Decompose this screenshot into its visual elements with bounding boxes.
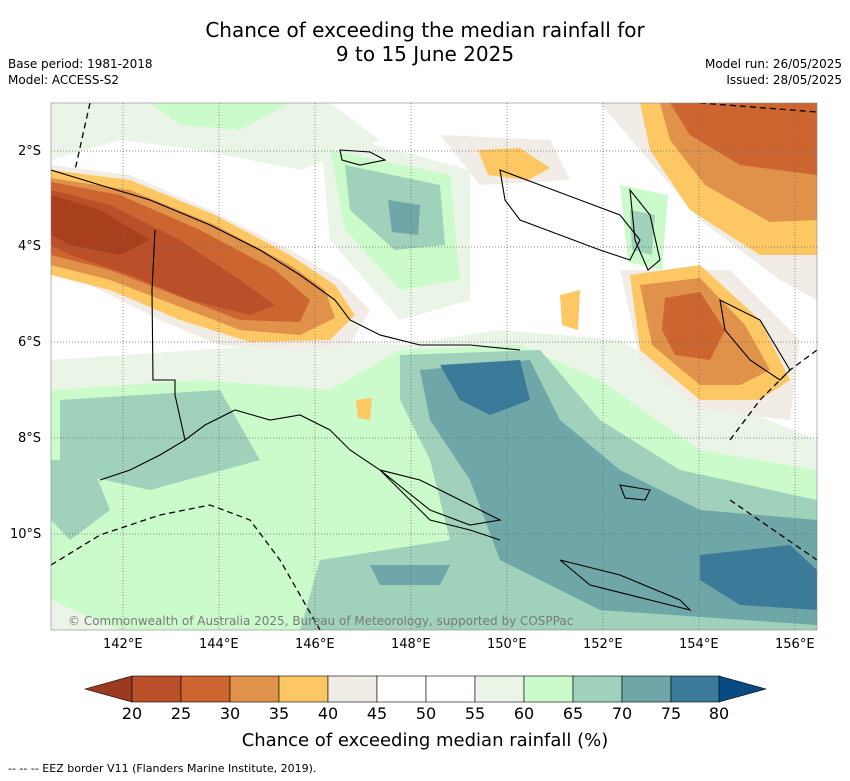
colorbar-tick-label: 30 — [219, 704, 241, 723]
colorbar-tick-label: 45 — [366, 704, 388, 723]
zone-35-north — [478, 148, 550, 180]
colorbar-cell — [278, 675, 329, 703]
colorbar-cell — [523, 675, 574, 703]
colorbar-cells — [131, 675, 721, 703]
colorbar-tick-label: 75 — [660, 704, 682, 723]
colorbar-tick-label: 40 — [317, 704, 339, 723]
colorbar-cell — [474, 675, 525, 703]
lon-label: 154°E — [679, 637, 719, 652]
gridlines — [51, 103, 817, 630]
lat-label: 8°S — [18, 431, 42, 446]
lat-label: 2°S — [18, 144, 42, 159]
bougainville — [719, 299, 791, 381]
new-guinea-north-coast — [51, 169, 521, 351]
colorbar-cell — [180, 675, 231, 703]
zone-75-north — [388, 200, 420, 235]
model-run: Model run: 26/05/2025 — [704, 57, 842, 71]
zone-60-nw — [51, 103, 380, 170]
south-islands — [379, 469, 502, 526]
colorbar-tick-label: 80 — [708, 704, 730, 723]
colorbar-high-extension — [718, 675, 768, 703]
new-britain — [499, 169, 641, 261]
colorbar-cell — [572, 675, 623, 703]
colorbar-cell — [376, 675, 427, 703]
map-area — [51, 103, 817, 630]
lon-label: 142°E — [103, 637, 143, 652]
colorbar-tick-label: 35 — [268, 704, 290, 723]
colorbar — [83, 675, 768, 703]
colorbar-low-extension — [83, 675, 133, 703]
colorbar-cell — [425, 675, 476, 703]
colorbar-cell — [670, 675, 721, 703]
zone-35-mid — [560, 290, 580, 330]
zone-70-se — [60, 390, 260, 490]
title-line-1: Chance of exceeding the median rainfall … — [205, 18, 645, 42]
zone-80-central — [440, 360, 530, 415]
base-period: Base period: 1981-2018 — [8, 57, 153, 71]
map-title: Chance of exceeding the median rainfall … — [0, 18, 850, 66]
colorbar-tick-label: 55 — [464, 704, 486, 723]
zone-lt20-nw — [51, 195, 150, 255]
issued-date: Issued: 28/05/2025 — [726, 73, 842, 87]
zone-25-east — [662, 292, 725, 360]
colorbar-cell — [327, 675, 378, 703]
meta-right: Model run: 26/05/2025 Issued: 28/05/2025 — [705, 56, 842, 88]
coastlines — [51, 149, 791, 612]
colorbar-title: Chance of exceeding median rainfall (%) — [241, 730, 609, 751]
zone-65-nw — [150, 103, 290, 130]
lon-label: 156°E — [775, 637, 815, 652]
solomon-is — [619, 484, 651, 501]
manus — [339, 149, 387, 166]
colorbar-tick-label: 65 — [562, 704, 584, 723]
eez-borders — [51, 103, 817, 630]
colorbar-tick-label: 20 — [121, 704, 143, 723]
colorbar-tick-label: 60 — [513, 704, 535, 723]
colorbar-tick-label: 50 — [415, 704, 437, 723]
meta-left: Base period: 1981-2018 Model: ACCESS-S2 — [8, 56, 153, 88]
colorbar-cell — [229, 675, 280, 703]
zone-35-south — [356, 398, 372, 420]
new-ireland — [629, 188, 661, 271]
zone-75-south — [370, 565, 450, 585]
eez-legend: -- -- -- EEZ border V11 (Flanders Marine… — [8, 762, 317, 775]
louisiade — [559, 559, 692, 612]
lat-label: 10°S — [10, 527, 42, 542]
title-line-2: 9 to 15 June 2025 — [335, 42, 515, 66]
lon-label: 146°E — [295, 637, 335, 652]
lon-label: 150°E — [487, 637, 527, 652]
png-border — [151, 229, 186, 441]
copyright-notice: © Commonwealth of Australia 2025, Bureau… — [68, 614, 574, 628]
lon-label: 144°E — [199, 637, 239, 652]
zone-80-se — [700, 545, 817, 610]
new-guinea-south-coast — [99, 409, 501, 541]
model-name: Model: ACCESS-S2 — [8, 73, 120, 87]
lon-label: 148°E — [391, 637, 431, 652]
zone-70-sw — [51, 460, 110, 540]
lat-label: 4°S — [18, 239, 42, 254]
colorbar-cell — [131, 675, 182, 703]
colorbar-tick-label: 70 — [611, 704, 633, 723]
zone-25-ne — [670, 103, 817, 175]
lat-label: 6°S — [18, 335, 42, 350]
lon-label: 152°E — [583, 637, 623, 652]
colorbar-tick-label: 25 — [170, 704, 192, 723]
colorbar-cell — [621, 675, 672, 703]
